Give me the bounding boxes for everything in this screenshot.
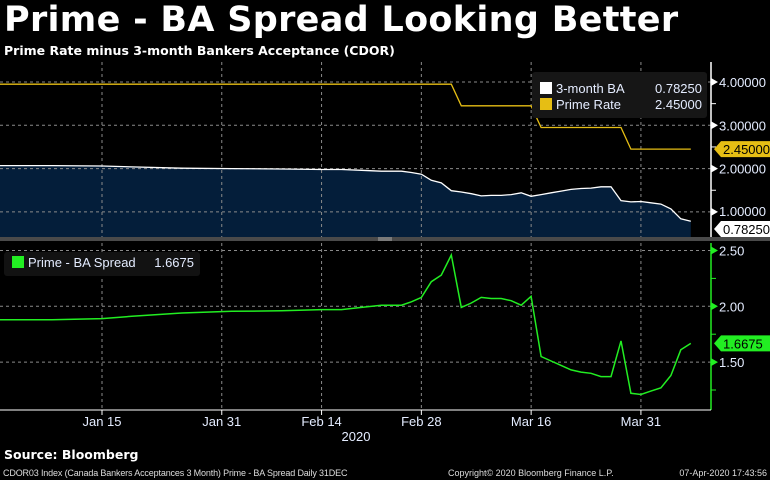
prime-legend-value: 2.45000 [655, 97, 702, 112]
spread-legend-swatch [12, 256, 24, 268]
ba-area-fill [0, 165, 691, 237]
ba-line [0, 164, 691, 222]
x-tick-label: Mar 16 [511, 414, 551, 429]
x-tick-label: Mar 31 [621, 414, 661, 429]
spread-legend-value: 1.6675 [154, 255, 194, 270]
upper-tick-marker-icon [711, 121, 718, 130]
spread-last-value-tag: 1.6675 [723, 336, 763, 351]
upper-y-tick-label: 1.00000 [719, 204, 766, 219]
spread-last-value-tag-bg [714, 335, 770, 352]
ba-legend-value: 0.78250 [655, 81, 702, 96]
spread-line [0, 252, 692, 396]
prime-last-value-tag-bg [714, 141, 770, 158]
x-tick-label: Feb 14 [301, 414, 341, 429]
x-year-label: 2020 [342, 429, 371, 444]
prime-last-value-tag: 2.45000 [723, 142, 770, 157]
footer-timestamp: 07-Apr-2020 17:43:56 [679, 468, 767, 478]
x-tick-label: Jan 31 [202, 414, 241, 429]
ba-legend-label: 3-month BA [556, 81, 625, 96]
upper-legend [532, 72, 707, 118]
footer-description: CDOR03 Index (Canada Bankers Acceptances… [3, 468, 348, 478]
ba-last-value-tag: 0.78250 [723, 222, 770, 237]
lower-tick-marker-icon [711, 358, 718, 367]
upper-tick-marker-icon [711, 207, 718, 216]
upper-y-tick-label: 4.00000 [719, 75, 766, 90]
lower-y-tick-label: 2.50 [719, 244, 744, 259]
lower-tick-marker-icon [711, 302, 718, 311]
lower-tick-marker-icon [711, 246, 718, 255]
ba-last-value-tag-bg [714, 221, 770, 237]
upper-y-tick-label: 3.00000 [719, 118, 766, 133]
upper-tick-marker-icon [711, 78, 718, 86]
prime-legend-label: Prime Rate [556, 97, 621, 112]
prime-legend-swatch [540, 98, 552, 110]
x-tick-label: Feb 28 [401, 414, 441, 429]
chart-area: 4.00000 3.00000 2.00000 1.00000 2.50 2.00 1.50… [0, 62, 770, 444]
footer-copyright: Copyright© 2020 Bloomberg Finance L.P. [448, 468, 614, 478]
x-tick-label: Jan 15 [82, 414, 121, 429]
panel-divider [0, 237, 770, 241]
lower-y-tick-label: 1.50 [719, 355, 744, 370]
chart-subtitle: Prime Rate minus 3-month Bankers Accepta… [4, 43, 395, 58]
chart-title: Prime - BA Spread Looking Better [4, 0, 679, 40]
upper-tick-marker-icon [711, 164, 718, 173]
source-label: Source: Bloomberg [4, 447, 139, 462]
upper-y-tick-label: 2.00000 [719, 162, 766, 177]
ba-legend-swatch [540, 82, 552, 94]
spread-legend-label: Prime - BA Spread [28, 255, 136, 270]
lower-legend [4, 252, 200, 276]
lower-y-tick-label: 2.00 [719, 299, 744, 314]
